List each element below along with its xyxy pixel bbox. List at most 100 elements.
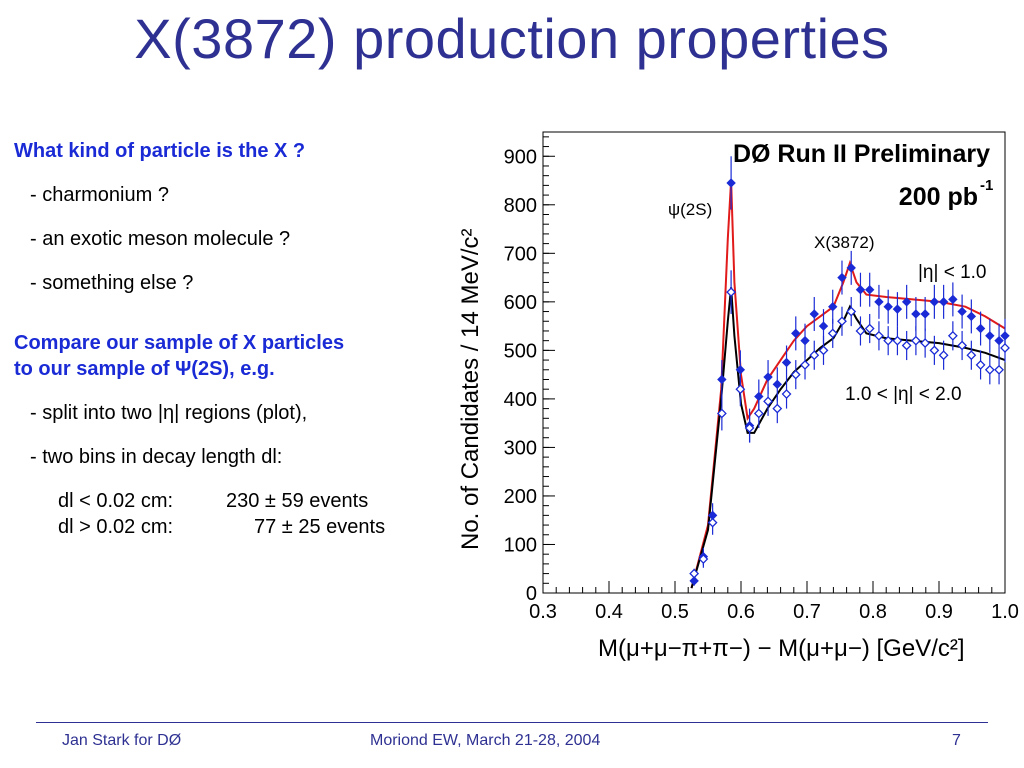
x-axis-label: M(μ+μ−π+π−) − M(μ+μ−) [GeV/c²] — [598, 635, 965, 662]
data-point-filled — [911, 309, 921, 319]
data-point-open — [800, 360, 810, 370]
data-point-open — [957, 340, 968, 351]
data-point-open — [1000, 343, 1010, 353]
bullet-something-else: - something else ? — [30, 272, 194, 294]
data-point-filled — [744, 420, 755, 431]
y-axis-label: No. of Candidates / 14 MeV/c² — [457, 229, 484, 551]
y-tick-label: 800 — [504, 195, 537, 217]
plot-frame — [542, 131, 1006, 594]
data-point-filled — [855, 285, 866, 295]
text-panel: What kind of particle is the X ? - charm… — [14, 138, 454, 540]
data-point-open — [975, 360, 986, 370]
footer-divider — [36, 722, 988, 723]
data-point-open — [901, 340, 912, 351]
chart-title: DØ Run II Preliminary — [733, 140, 990, 168]
lumi-sup: -1 — [980, 177, 993, 194]
data-point-filled — [818, 321, 829, 331]
data-point-open — [716, 408, 727, 419]
data-point-open — [837, 316, 847, 327]
data-point-filled — [781, 357, 792, 368]
data-point-filled — [717, 374, 727, 385]
data-point-filled — [901, 297, 912, 307]
eta-high-annotation: 1.0 < |η| < 2.0 — [845, 384, 962, 405]
data-point-open — [929, 345, 940, 356]
x-tick-label: 0.9 — [925, 601, 953, 623]
data-point-open — [744, 423, 755, 433]
data-point-filled — [689, 576, 699, 586]
y-tick-label: 600 — [504, 292, 537, 314]
data-point-filled — [754, 391, 764, 402]
data-point-open — [910, 335, 921, 346]
x-tick-label: 0.8 — [859, 601, 887, 623]
data-point-filled — [883, 301, 893, 312]
y-tick-label: 100 — [504, 534, 537, 556]
data-point-open — [753, 408, 764, 419]
data-point-open — [966, 350, 977, 361]
x-tick-label: 1.0 — [991, 601, 1019, 623]
data-point-filled — [800, 335, 810, 346]
data-point-open — [947, 330, 958, 341]
data-point-filled — [966, 311, 977, 322]
data-point-open — [726, 287, 737, 298]
data-point-open — [984, 364, 995, 375]
data-point-open — [855, 326, 866, 336]
fit-curves — [690, 180, 1006, 589]
eta-low-annotation: |η| < 1.0 — [918, 262, 987, 283]
data-point-open — [883, 335, 894, 346]
y-tick-label: 400 — [504, 389, 537, 411]
data-point-filled — [809, 309, 819, 319]
data-point-filled — [985, 331, 995, 341]
dl1-label: dl < 0.02 cm: — [58, 490, 174, 512]
dl2-label: dl > 0.02 cm: — [58, 516, 174, 538]
y-tick-label: 0 — [526, 583, 537, 605]
dl1-value: 230 ± 59 events — [226, 490, 369, 512]
x-tick-label: 0.5 — [661, 601, 689, 623]
fit-curve-eta-high — [690, 287, 1006, 589]
data-point-open — [781, 389, 792, 399]
data-point-filled — [957, 306, 967, 317]
data-point-open — [689, 568, 700, 579]
y-tick-label: 200 — [504, 486, 537, 508]
data-point-open — [809, 350, 820, 361]
data-point-open — [790, 369, 801, 380]
footer-conference: Moriond EW, March 21-28, 2004 — [370, 732, 601, 749]
dl-row-1: dl < 0.02 cm: 230 ± 59 events — [14, 488, 454, 514]
data-points — [689, 156, 1010, 586]
y-tick-label: 500 — [504, 340, 537, 362]
data-point-open — [892, 335, 903, 346]
data-point-open — [874, 330, 884, 341]
data-point-filled — [864, 285, 875, 295]
data-point-open — [707, 517, 718, 528]
data-point-open — [772, 403, 783, 414]
data-point-filled — [874, 297, 884, 307]
x-tick-label: 0.6 — [727, 601, 755, 623]
data-point-open — [735, 384, 746, 395]
data-point-filled — [726, 178, 736, 188]
bullet-molecule: - an exotic meson molecule ? — [30, 228, 291, 250]
data-point-filled — [892, 304, 903, 314]
footer-page-number: 7 — [952, 732, 961, 749]
bullet-bins: - two bins in decay length dl: — [30, 446, 283, 468]
data-point-open — [920, 338, 931, 349]
y-tick-label: 900 — [504, 146, 537, 168]
question-heading: What kind of particle is the X ? — [14, 140, 306, 162]
data-point-filled — [837, 272, 847, 283]
dl2-value: 77 ± 25 events — [254, 516, 386, 538]
data-point-filled — [1000, 331, 1010, 341]
x3872-annotation: X(3872) — [814, 233, 874, 252]
compare-heading-line1: Compare our sample of X particles — [14, 332, 345, 354]
data-point-open — [818, 345, 829, 356]
x-tick-label: 0.7 — [793, 601, 821, 623]
data-point-filled — [707, 510, 718, 521]
footer-author: Jan Stark for DØ — [62, 732, 182, 749]
bullet-charmonium: - charmonium ? — [30, 184, 169, 206]
dl-row-2: dl > 0.02 cm: 77 ± 25 events — [14, 514, 454, 540]
data-point-open — [846, 306, 857, 317]
data-point-filled — [948, 294, 958, 305]
data-point-filled — [929, 297, 940, 307]
psi-annotation: ψ(2S) — [668, 200, 712, 219]
fit-curve-eta-low — [690, 180, 1006, 589]
axes: 0.3 0.4 0.5 0.6 0.7 0.8 0.9 1.0 0 100 200 300 400 500… — [504, 131, 1019, 623]
x-tick-label: 0.3 — [529, 601, 557, 623]
data-point-filled — [994, 335, 1004, 346]
